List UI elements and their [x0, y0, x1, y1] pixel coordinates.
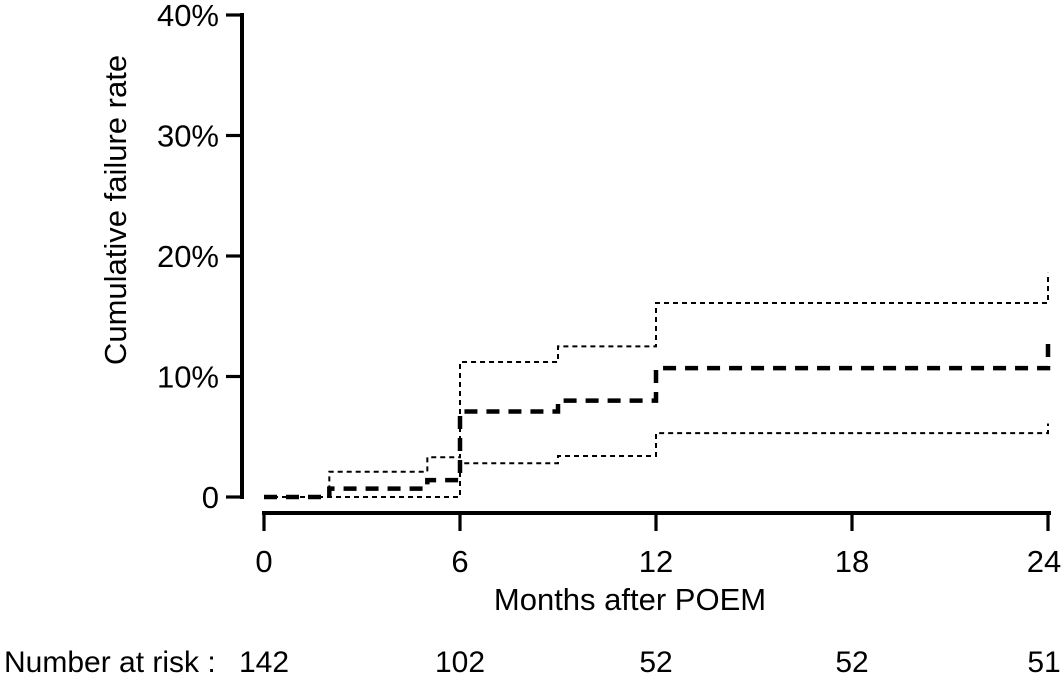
- y-tick-label: 0: [202, 480, 219, 515]
- risk-count: 142: [239, 646, 289, 679]
- x-tick-label: 18: [835, 544, 869, 579]
- x-axis-title: Months after POEM: [494, 582, 766, 617]
- x-tick-label: 6: [451, 544, 468, 579]
- curve-lower-95ci-band: [264, 423, 1049, 498]
- curves-group: [264, 272, 1051, 500]
- y-axis-title: Cumulative failure rate: [98, 55, 133, 365]
- y-tick-label: 30%: [157, 119, 219, 154]
- risk-count: 52: [835, 646, 868, 679]
- risk-count: 52: [639, 646, 672, 679]
- x-axis: 0 6 12 18 24: [255, 511, 1061, 579]
- y-tick-label: 20%: [157, 239, 219, 274]
- number-at-risk-row: Number at risk : 142 102 52 52 51: [4, 646, 1061, 679]
- y-tick-label: 10%: [157, 360, 219, 395]
- risk-count: 102: [435, 646, 485, 679]
- x-tick-label: 0: [255, 544, 272, 579]
- x-tick-label: 24: [1027, 544, 1061, 579]
- curve-upper-95ci-band: [264, 272, 1049, 498]
- number-at-risk-label: Number at risk :: [4, 646, 216, 679]
- risk-count: 51: [1027, 646, 1060, 679]
- y-tick-label: 40%: [157, 0, 219, 33]
- curve-cumulative-failure-estimate: [264, 337, 1051, 500]
- x-tick-label: 12: [639, 544, 673, 579]
- y-axis: 0 10% 20% 30% 40%: [157, 0, 244, 515]
